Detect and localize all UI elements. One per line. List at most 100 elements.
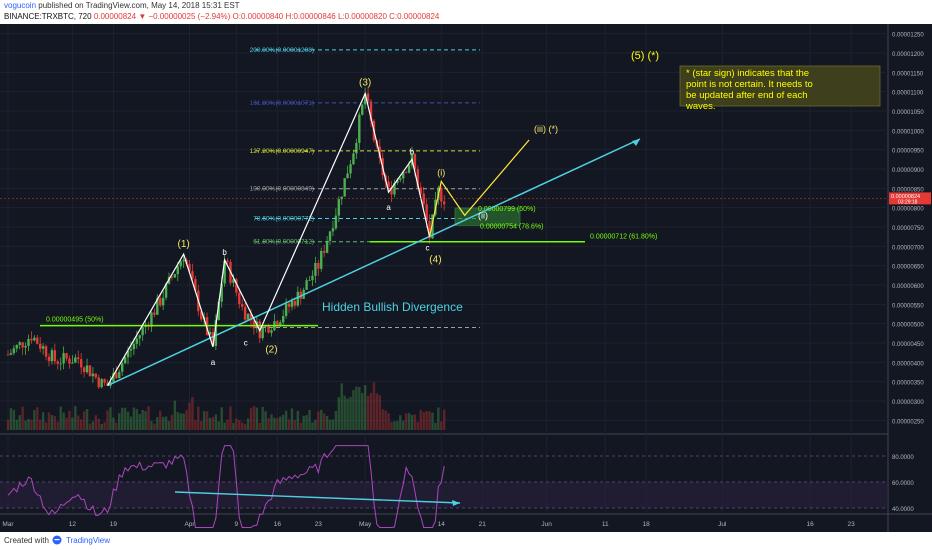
candle-body — [135, 338, 139, 344]
candle-body — [352, 153, 355, 165]
candle-body — [223, 260, 226, 284]
volume-bar — [115, 422, 118, 430]
volume-bar — [425, 411, 428, 430]
candle-body — [79, 359, 83, 368]
volume-bar — [82, 411, 86, 430]
wave-label: (1) — [178, 239, 190, 250]
volume-bar — [71, 417, 74, 430]
y-tick-label: 0.00000600 — [892, 284, 924, 290]
volume-bar — [226, 419, 229, 430]
tradingview-brand[interactable]: TradingView — [66, 536, 111, 545]
candle-body — [317, 262, 320, 269]
volume-bar — [153, 423, 156, 430]
volume-bar — [390, 421, 393, 430]
volume-bar — [296, 410, 300, 430]
rsi-line — [7, 445, 445, 528]
volume-bar — [281, 414, 285, 430]
volume-bar — [103, 422, 106, 430]
volume-bar — [185, 409, 188, 430]
candles-group — [6, 86, 446, 389]
candle-body — [328, 231, 332, 241]
rsi-divergence-line — [174, 491, 461, 504]
price-chart[interactable]: 0.00001250 0.00001200 0.00001150 0.00001100… — [0, 24, 932, 532]
volume-bar — [194, 420, 197, 430]
candle-body — [440, 187, 443, 202]
volume-bar — [404, 413, 408, 430]
candle-body — [305, 280, 308, 290]
candle-body — [115, 372, 118, 379]
candle-body — [276, 321, 279, 327]
volume-bar — [325, 415, 329, 430]
candle-body — [85, 365, 89, 373]
candle-body — [150, 312, 153, 327]
candle-body — [18, 342, 21, 345]
candle-body — [53, 350, 57, 362]
x-tick-label: 16 — [807, 521, 815, 528]
candle-body — [442, 201, 446, 205]
volume-bar — [431, 412, 434, 430]
volume-bar — [366, 395, 370, 430]
volume-bar — [261, 406, 264, 430]
volume-bar — [59, 406, 62, 430]
candle-body — [214, 320, 218, 346]
candle-body — [226, 260, 229, 262]
volume-bar — [355, 386, 358, 430]
candle-body — [176, 266, 179, 275]
candle-body — [217, 301, 220, 321]
volume-bar — [6, 419, 10, 430]
candle-body — [349, 164, 352, 174]
candle-body — [156, 298, 159, 315]
rsi-tick-label: 40.0000 — [892, 507, 914, 513]
volume-bar — [229, 406, 232, 430]
candle-body — [179, 261, 182, 267]
candle-body — [366, 93, 370, 102]
candle-body — [159, 298, 162, 306]
volume-bar — [381, 409, 384, 430]
volume-bar — [235, 418, 238, 430]
x-tick-label: 23 — [315, 521, 323, 528]
y-tick-label: 0.00000350 — [892, 381, 924, 387]
candle-body — [188, 263, 191, 272]
volume-bar — [30, 419, 33, 430]
x-tick-label: 18 — [643, 521, 651, 528]
volume-bar — [375, 393, 379, 430]
candle-body — [65, 353, 68, 359]
created-with-label: Created with — [4, 536, 49, 545]
note-box — [679, 65, 881, 107]
wave-label: (4) — [429, 255, 441, 266]
x-tick-label: 23 — [848, 521, 856, 528]
volume-bar — [434, 422, 437, 430]
candle-body — [39, 343, 42, 349]
candle-body — [120, 363, 124, 372]
volume-bar — [120, 407, 124, 430]
volume-bar — [217, 421, 220, 430]
volume-bar — [369, 392, 373, 430]
y-tick-label: 0.00000400 — [892, 361, 924, 367]
volume-bar — [284, 410, 288, 430]
x-tick-label: 21 — [479, 521, 487, 528]
green-level-label: 0.00000712 (61.80%) — [590, 234, 657, 241]
volume-group — [6, 382, 446, 430]
candle-body — [431, 214, 434, 239]
candle-body — [56, 361, 59, 364]
volume-bar — [399, 415, 402, 430]
divergence-annotation: Hidden Bullish Divergence — [322, 300, 463, 314]
volume-bar — [65, 417, 68, 430]
candle-body — [407, 165, 411, 173]
wave-label: a — [386, 203, 391, 212]
candle-body — [27, 338, 30, 346]
y-tick-label: 0.00001150 — [892, 71, 924, 77]
candle-body — [123, 357, 127, 364]
volume-bar — [437, 407, 440, 430]
author-link[interactable]: vogucoin — [4, 1, 37, 10]
volume-bar — [79, 419, 83, 430]
volume-bar — [138, 414, 141, 430]
candle-body — [235, 279, 238, 293]
y-tick-label: 0.00000700 — [892, 245, 924, 251]
volume-bar — [208, 417, 212, 430]
volume-bar — [85, 409, 89, 430]
volume-bar — [53, 416, 57, 430]
candle-body — [261, 326, 264, 339]
candle-body — [296, 291, 300, 306]
volume-bar — [246, 418, 250, 430]
